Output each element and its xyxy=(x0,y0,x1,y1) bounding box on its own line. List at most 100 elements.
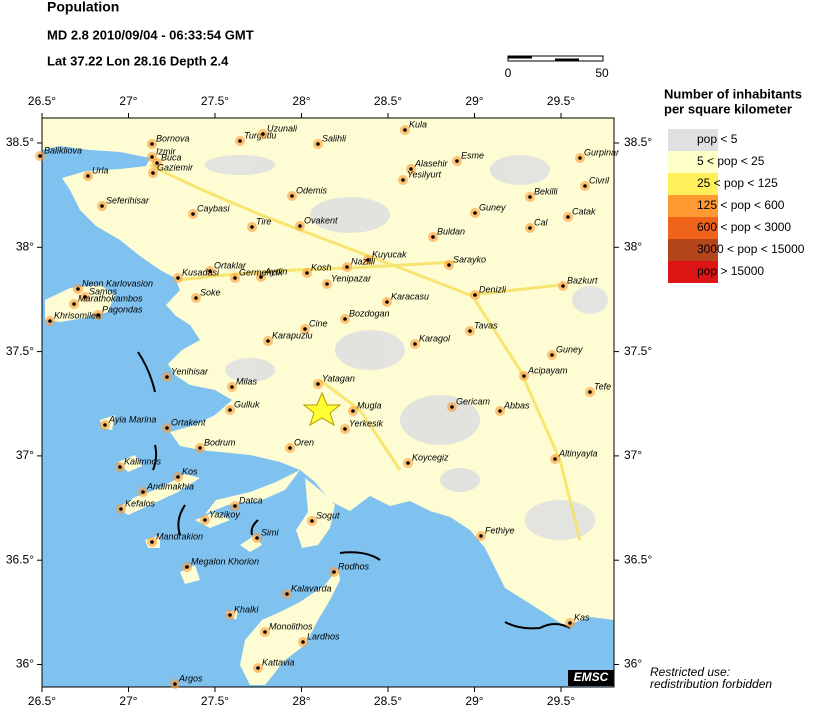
city-dot xyxy=(406,461,410,465)
mainland xyxy=(42,118,614,626)
city-label: Monolithos xyxy=(269,621,313,631)
city-label: Ortakent xyxy=(171,417,206,427)
city-dot xyxy=(561,284,565,288)
legend-label: 600 < pop < 3000 xyxy=(697,220,791,234)
city-label: Kalimnos xyxy=(124,456,162,466)
city-dot xyxy=(72,302,76,306)
city-label: Abbas xyxy=(503,400,530,410)
city-label: Mandrakion xyxy=(156,531,203,541)
lon-label: 28° xyxy=(292,94,310,108)
city-label: Rodhos xyxy=(338,561,370,571)
city-dot xyxy=(345,265,349,269)
location-info: Lat 37.22 Lon 28.16 Depth 2.4 xyxy=(47,53,229,68)
city-label: Karapuzlu xyxy=(272,330,313,340)
city-dot xyxy=(263,630,267,634)
city-label: Sarayko xyxy=(453,254,486,264)
city-label: Caybasi xyxy=(197,203,231,213)
city-dot xyxy=(316,142,320,146)
city-label: Guney xyxy=(556,344,583,354)
city-label: Kusadasi xyxy=(182,267,220,277)
city-label: Ortaklar xyxy=(214,260,247,270)
city-dot xyxy=(173,682,177,686)
city-dot xyxy=(233,504,237,508)
city-label: Bodrum xyxy=(204,437,236,447)
legend-label: 25 < pop < 125 xyxy=(697,176,778,190)
lat-label: 38° xyxy=(16,239,34,253)
city-dot xyxy=(431,235,435,239)
city-dot xyxy=(473,293,477,297)
city-dot xyxy=(550,353,554,357)
city-label: Nazilli xyxy=(351,256,376,266)
note: Restricted use: xyxy=(650,665,730,679)
city-label: Kalavarda xyxy=(291,583,332,593)
lon-label: 27° xyxy=(119,94,137,108)
city-label: Khalki xyxy=(234,604,260,614)
scale-start: 0 xyxy=(505,66,512,80)
legend-title: Number of inhabitants xyxy=(664,86,802,101)
city-label: Urla xyxy=(92,165,109,175)
lon-label: 28.5° xyxy=(374,94,402,108)
legend-label: 5 < pop < 25 xyxy=(697,154,765,168)
city-dot xyxy=(298,224,302,228)
legend-label: 3000 < pop < 15000 xyxy=(697,242,805,256)
city-label: Yesilyurt xyxy=(407,169,442,179)
city-dot xyxy=(409,167,413,171)
lon-label: 27° xyxy=(119,694,137,707)
city-dot xyxy=(165,426,169,430)
lon-label: 27.5° xyxy=(201,94,229,108)
city-label: Guney xyxy=(479,202,506,212)
lon-label: 29° xyxy=(465,94,483,108)
city-dot xyxy=(230,385,234,389)
city-dot xyxy=(165,375,169,379)
city-dot xyxy=(38,154,42,158)
city-dot xyxy=(403,128,407,132)
city-dot xyxy=(86,174,90,178)
city-dot xyxy=(255,536,259,540)
city-dot xyxy=(290,194,294,198)
city-label: Neon Karlovasion xyxy=(82,278,153,288)
city-label: Bekilli xyxy=(534,186,559,196)
city-dot xyxy=(447,263,451,267)
city-label: Altinyayla xyxy=(558,448,598,458)
city-dot xyxy=(151,171,155,175)
city-label: Cine xyxy=(309,318,328,328)
city-label: Datca xyxy=(239,495,263,505)
city-dot xyxy=(100,204,104,208)
city-label: Kula xyxy=(409,119,427,129)
city-label: Marathokambos xyxy=(78,293,143,303)
city-label: Milas xyxy=(236,376,258,386)
city-label: Pagondas xyxy=(102,304,143,314)
city-dot xyxy=(305,271,309,275)
city-label: Khrisomilea xyxy=(54,310,101,320)
city-dot xyxy=(266,339,270,343)
legend-swatch xyxy=(668,261,718,283)
lon-label: 28° xyxy=(292,694,310,707)
legend-label: 125 < pop < 600 xyxy=(697,198,785,212)
city-dot xyxy=(450,405,454,409)
city-label: Tire xyxy=(256,216,271,226)
city-dot xyxy=(285,592,289,596)
city-dot xyxy=(191,212,195,216)
legend-title: per square kilometer xyxy=(664,101,792,116)
lat-label: 37.5° xyxy=(624,344,652,358)
city-label: Civril xyxy=(589,175,610,185)
city-label: Odemis xyxy=(296,185,328,195)
city-label: Kattavia xyxy=(262,657,295,667)
city-dot xyxy=(250,225,254,229)
city-label: Bozdogan xyxy=(349,308,390,318)
city-label: Karacasu xyxy=(391,291,429,301)
city-label: Kas xyxy=(574,612,590,622)
city-label: Karagol xyxy=(419,333,451,343)
city-label: Sogut xyxy=(316,510,340,520)
city-label: Samos xyxy=(89,286,118,296)
city-dot xyxy=(194,296,198,300)
city-label: Yerkesik xyxy=(349,418,384,428)
city-label: Oren xyxy=(294,437,314,447)
city-label: Balikliova xyxy=(44,145,82,155)
city-dot xyxy=(528,195,532,199)
city-dot xyxy=(83,295,87,299)
city-dot xyxy=(150,155,154,159)
city-dot xyxy=(351,409,355,413)
